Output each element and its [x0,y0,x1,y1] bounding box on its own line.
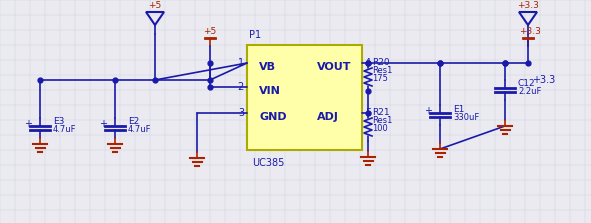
Bar [247,45,362,150]
Text: 1: 1 [238,58,244,68]
Text: +5: +5 [203,27,217,36]
Text: +3.3: +3.3 [519,27,541,36]
Text: R20: R20 [372,58,389,67]
Text: +: + [99,119,107,129]
Text: VB: VB [259,62,276,72]
Text: 2: 2 [238,82,244,92]
Text: E2: E2 [128,118,139,126]
Text: E1: E1 [453,105,465,114]
Text: P1: P1 [249,30,261,40]
Text: E3: E3 [53,118,64,126]
Text: ADJ: ADJ [317,112,339,122]
Text: 4.7uF: 4.7uF [53,126,76,134]
Text: +: + [24,119,32,129]
Text: +5: +5 [148,1,161,10]
Text: UC385: UC385 [252,158,284,168]
Text: GND: GND [259,112,287,122]
Text: 5: 5 [365,108,371,118]
Text: 2.2uF: 2.2uF [518,87,541,97]
Text: 175: 175 [372,74,388,83]
Text: 4: 4 [365,58,371,68]
Text: VIN: VIN [259,86,281,96]
Text: +: + [424,106,432,116]
Text: 3: 3 [238,108,244,118]
Text: VOUT: VOUT [317,62,352,72]
Text: Res1: Res1 [372,66,392,75]
Text: Res1: Res1 [372,116,392,125]
Text: 330uF: 330uF [453,112,479,122]
Text: +3.3: +3.3 [532,75,556,85]
Text: +3.3: +3.3 [517,1,539,10]
Text: 100: 100 [372,124,388,133]
Text: 4.7uF: 4.7uF [128,126,151,134]
Text: R21: R21 [372,108,389,117]
Text: C12: C12 [518,80,535,89]
